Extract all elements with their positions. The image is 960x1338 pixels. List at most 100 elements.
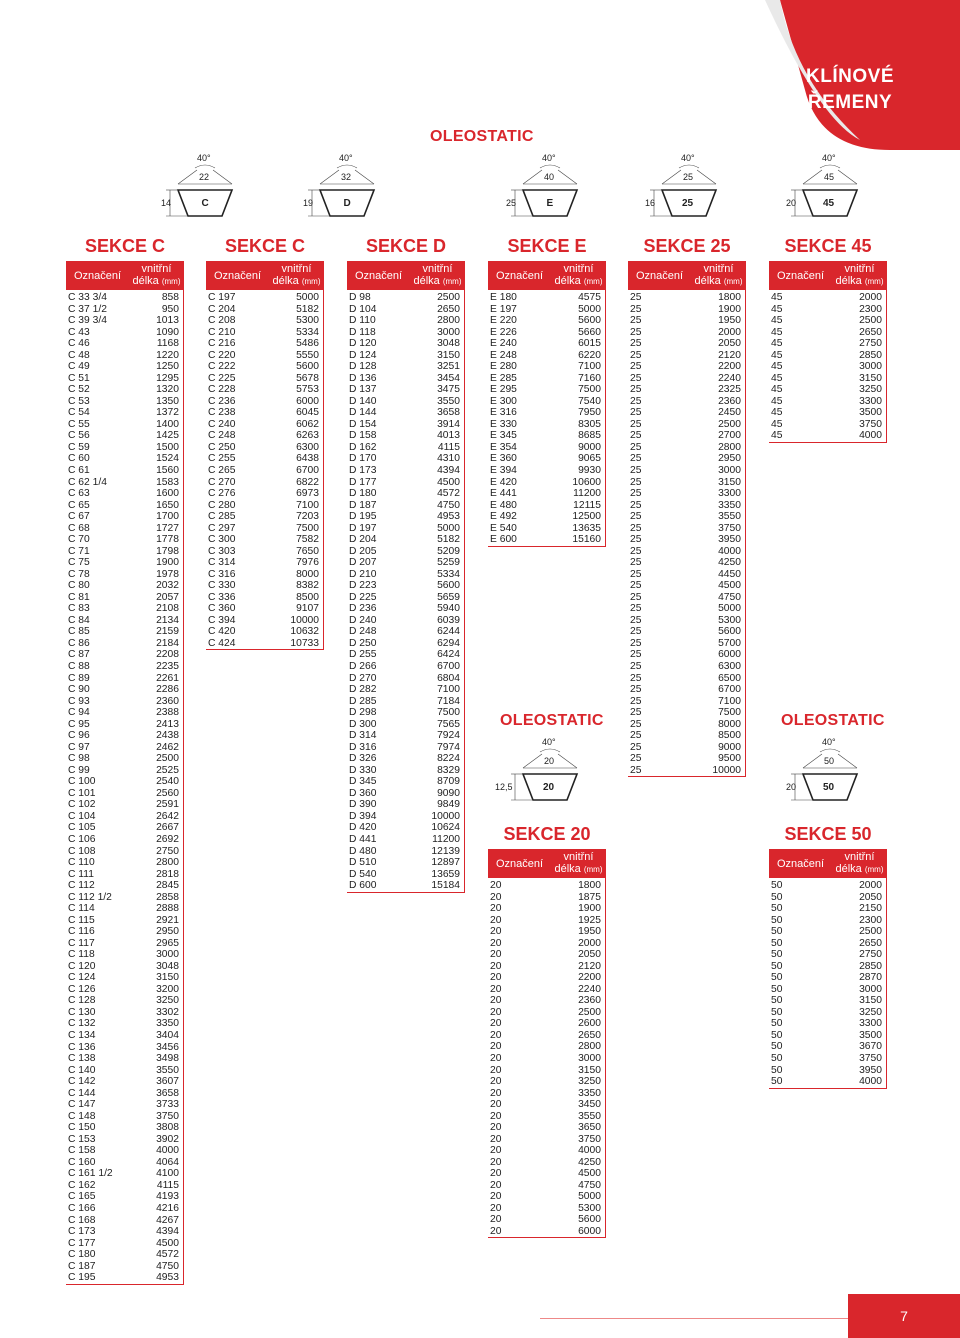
belt-designation: 20: [490, 880, 502, 891]
belt-length: 4013: [437, 430, 460, 442]
belt-length: 4572: [156, 1249, 179, 1261]
belt-designation: E 285: [490, 372, 517, 384]
belt-length: 1560: [156, 464, 179, 476]
table-row: 25 4450: [628, 569, 745, 581]
table-row: D 170 4310: [347, 453, 464, 465]
section-title: SEKCE D: [365, 236, 446, 256]
table-row: 25 4250: [628, 557, 745, 569]
table-row: C 300 7582: [206, 534, 323, 546]
table-row: C 105 2667: [66, 822, 183, 834]
belt-length: 2050: [859, 891, 882, 903]
belt-length: 1875: [578, 891, 601, 903]
belt-designation: 25: [630, 649, 642, 661]
belt-designation: C 208: [208, 315, 236, 327]
table-row: C 62 1/4 1583: [66, 477, 183, 489]
belt-designation: C 420: [208, 626, 236, 638]
table-row: C 61 1560: [66, 465, 183, 477]
belt-length: 4450: [718, 568, 741, 580]
table-row: D 98 2500: [347, 292, 464, 304]
belt-designation: 25: [630, 672, 642, 684]
belt-length: 2413: [156, 718, 179, 730]
belt-length: 3454: [437, 372, 460, 384]
belt-designation: 25: [630, 326, 642, 338]
belt-length: 2208: [156, 649, 179, 661]
table-row: 25 7500: [628, 707, 745, 719]
belt-length: 7924: [437, 730, 460, 742]
belt-length: 4250: [718, 557, 741, 569]
belt-length: 2057: [156, 591, 179, 603]
table-row: 45 2300: [769, 304, 886, 316]
table-row: 50 3670: [769, 1041, 886, 1053]
table-row: C 220 5550: [206, 350, 323, 362]
belt-designation: C 126: [68, 983, 96, 995]
belt-designation: D 170: [349, 453, 377, 465]
profile-50-angle: 40°: [822, 737, 836, 747]
profile-d-angle: 40°: [339, 153, 353, 163]
table-row: C 424 10733: [206, 638, 323, 650]
belt-designation: 25: [630, 430, 642, 442]
table-row: 20 5300: [488, 1203, 605, 1215]
belt-designation: 20: [490, 891, 502, 903]
table-row: 50 4000: [769, 1076, 886, 1088]
belt-length: 4500: [718, 580, 741, 592]
belt-length: 2540: [156, 776, 179, 788]
table-row: 50 2000: [769, 880, 886, 892]
profile-e: 40° 40 25 E: [495, 153, 605, 220]
table-row: C 134 3404: [66, 1030, 183, 1042]
belt-designation: D 144: [349, 407, 377, 419]
table-row: 50 3750: [769, 1053, 886, 1065]
belt-designation: 25: [630, 730, 642, 742]
table-row: C 59 1500: [66, 442, 183, 454]
table-row: C 168 4267: [66, 1215, 183, 1227]
table-row: C 83 2108: [66, 603, 183, 615]
profile-50: 40° 50 20 50: [775, 737, 885, 804]
belt-length: 4394: [437, 464, 460, 476]
table-row: C 65 1650: [66, 500, 183, 512]
belt-designation: 20: [490, 1202, 502, 1214]
belt-designation: E 441: [490, 488, 517, 500]
belt-designation: 25: [630, 511, 642, 523]
belt-designation: D 225: [349, 591, 377, 603]
table-row: C 150 3808: [66, 1122, 183, 1134]
column-header: Označení vnitřní délka (mm): [628, 261, 746, 290]
belt-length: 5486: [296, 338, 319, 350]
belt-length: 3750: [718, 522, 741, 534]
table-row: E 316 7950: [488, 407, 605, 419]
belt-length: 1220: [156, 349, 179, 361]
table-row: C 187 4750: [66, 1261, 183, 1273]
table-row: 20 3000: [488, 1053, 605, 1065]
belt-length: 2591: [156, 799, 179, 811]
table-row: D 540 13659: [347, 869, 464, 881]
belt-length: 2870: [859, 972, 882, 984]
table-row: C 48 1220: [66, 350, 183, 362]
belt-length: 2120: [718, 349, 741, 361]
table-row: C 63 1600: [66, 488, 183, 500]
belt-designation: C 128: [68, 995, 96, 1007]
table-row: C 112 1/2 2858: [66, 892, 183, 904]
belt-designation: 50: [771, 1041, 783, 1053]
table-row: C 132 3350: [66, 1018, 183, 1030]
table-row: E 240 6015: [488, 338, 605, 350]
belt-designation: C 53: [68, 395, 90, 407]
belt-designation: C 95: [68, 718, 90, 730]
table-row: D 420 10624: [347, 822, 464, 834]
profile-20-top-width: 20: [544, 756, 555, 766]
belt-length: 5300: [578, 1202, 601, 1214]
belt-length: 858: [161, 292, 179, 303]
belt-designation: C 150: [68, 1122, 96, 1134]
table-row: C 75 1900: [66, 557, 183, 569]
belt-designation: C 61: [68, 464, 90, 476]
table-row: 50 3000: [769, 984, 886, 996]
table-row: C 124 3150: [66, 972, 183, 984]
table-row: E 360 9065: [488, 453, 605, 465]
table-row: D 120 3048: [347, 338, 464, 350]
table-row: 20 2800: [488, 1041, 605, 1053]
belt-designation: 50: [771, 1052, 783, 1064]
belt-length: 11200: [432, 833, 460, 845]
belt-designation: C 195: [68, 1272, 96, 1284]
belt-length: 2134: [156, 614, 179, 626]
belt-length: 3250: [578, 1076, 601, 1088]
belt-length: 3750: [156, 1110, 179, 1122]
profile-20: 40° 20 12,5 20: [495, 737, 605, 804]
belt-designation: D 314: [349, 730, 377, 742]
